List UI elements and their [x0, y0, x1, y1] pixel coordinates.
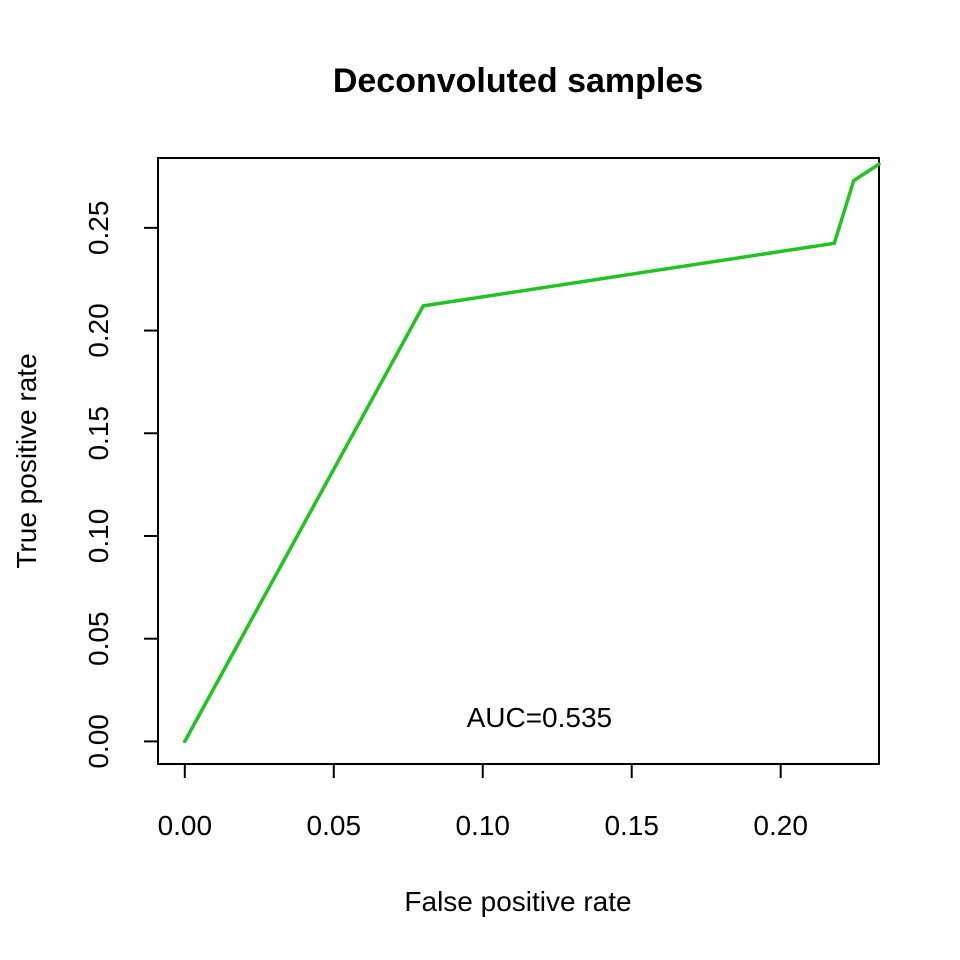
plot-frame: [157, 157, 880, 765]
x-tick-label: 0.15: [604, 810, 659, 841]
y-axis-label: True positive rate: [11, 353, 42, 568]
y-tick-label: 0.25: [83, 201, 114, 256]
x-axis-label: False positive rate: [404, 886, 631, 917]
chart-title: Deconvoluted samples: [333, 62, 703, 100]
series-layer: [183, 162, 881, 744]
x-tick-label: 0.05: [307, 810, 362, 841]
y-tick-label: 0.10: [83, 509, 114, 564]
x-tick-label: 0.20: [753, 810, 808, 841]
auc-annotation: AUC=0.535: [467, 702, 613, 733]
roc-curve: [183, 162, 881, 744]
y-tick-label: 0.20: [83, 303, 114, 358]
y-axis: 0.00 0.05 0.10 0.15 0.20 0.25: [83, 201, 159, 769]
x-tick-label: 0.00: [158, 810, 213, 841]
x-axis: 0.00 0.05 0.10 0.15 0.20: [158, 763, 808, 841]
y-tick-label: 0.05: [83, 611, 114, 666]
x-tick-label: 0.10: [455, 810, 510, 841]
y-tick-label: 0.00: [83, 714, 114, 769]
y-tick-label: 0.15: [83, 406, 114, 461]
